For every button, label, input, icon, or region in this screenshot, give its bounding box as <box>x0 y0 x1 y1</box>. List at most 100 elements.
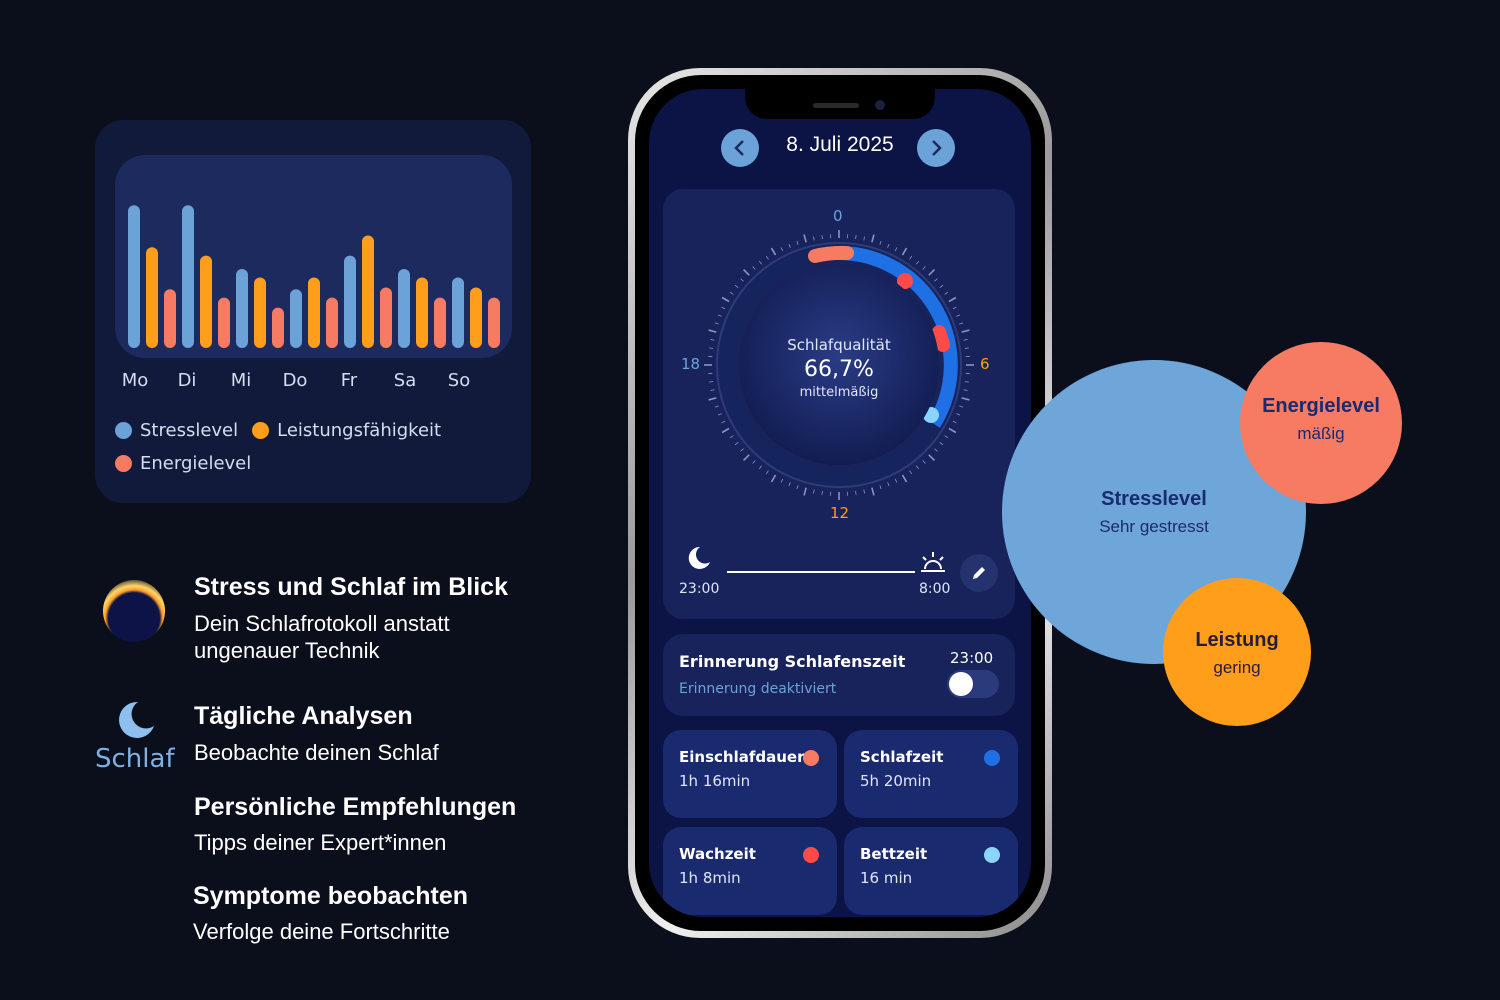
weekly-chart-card: Mo Di Mi Do Fr Sa So Stresslevel Leistungsfähi… <box>95 120 531 503</box>
stat-card-einschlafdauer[interactable]: Einschlafdauer 1h 16min <box>663 730 837 818</box>
dial-tick <box>961 329 970 333</box>
legend-label-performance: Leistungsfähigkeit <box>277 420 442 441</box>
dial-tick <box>758 260 763 265</box>
dial-ticks <box>704 230 974 500</box>
bar-do-energielevel <box>326 297 338 348</box>
dial-tick <box>796 485 799 490</box>
x-tick-label: Mi <box>230 370 252 391</box>
pencil-icon <box>973 567 985 579</box>
dial-tick <box>915 465 920 470</box>
dial-tick <box>922 266 926 270</box>
feature-title-symptoms: Symptome beobachten <box>193 882 469 910</box>
dial-tick <box>710 389 715 391</box>
stat-card-schlafzeit[interactable]: Schlafzeit 5h 20min <box>844 730 1018 818</box>
legend-row-2: Energielevel <box>115 453 251 474</box>
stat-title: Einschlafdauer <box>679 748 805 766</box>
sleep-duration-line <box>727 571 915 573</box>
legend-label-stress: Stresslevel <box>140 420 239 441</box>
feature-subtitle-symptoms: Verfolge deine Fortschritte <box>193 919 450 944</box>
dial-tick <box>934 448 938 452</box>
dial-tick <box>752 460 756 464</box>
bar-do-leistungsfähigkeit <box>308 277 320 348</box>
legend-dot-stress <box>115 422 132 439</box>
reminder-time: 23:00 <box>950 649 994 667</box>
performance-bubble: Leistung gering <box>1163 578 1311 726</box>
stat-dot <box>803 847 819 863</box>
dial-tick <box>887 482 890 487</box>
stat-dot <box>984 847 1000 863</box>
sleep-onset-segment <box>808 245 854 263</box>
dial-tick <box>821 235 823 240</box>
dial-tick <box>928 268 936 276</box>
dial-tick <box>821 490 823 495</box>
dial-tick <box>964 347 969 349</box>
bar-di-stresslevel <box>182 205 194 348</box>
energy-bubble-subtitle: mäßig <box>1297 424 1345 443</box>
edit-sleep-button[interactable] <box>960 554 998 592</box>
dial-tick <box>963 389 968 391</box>
reminder-card: Erinnerung Schlafenszeit Erinnerung deak… <box>663 634 1015 716</box>
bar-fr-stresslevel <box>344 255 356 348</box>
next-day-button[interactable] <box>917 129 955 167</box>
dial-tick <box>765 255 769 260</box>
x-tick-label: Mo <box>121 370 149 391</box>
dial-tick <box>959 322 964 325</box>
bar-mo-stresslevel <box>128 205 140 348</box>
eclipse-icon <box>103 580 165 642</box>
stat-title: Schlafzeit <box>860 748 944 766</box>
bar-so-energielevel <box>488 297 500 348</box>
chart-plot-area <box>115 155 512 358</box>
dial-tick <box>721 296 730 303</box>
dial-center <box>739 265 939 465</box>
dial-tick <box>721 420 726 424</box>
dial-tick <box>928 454 936 462</box>
stat-card-wachzeit[interactable]: Wachzeit 1h 8min <box>663 827 837 915</box>
bar-fr-leistungsfähigkeit <box>362 235 374 348</box>
bar-sa-energielevel <box>434 297 446 348</box>
moon-icon <box>688 546 710 569</box>
dial-tick <box>909 470 913 475</box>
bar-chart <box>128 205 500 348</box>
legend-dot-energy <box>115 455 132 472</box>
bar-sa-stresslevel <box>398 269 410 348</box>
stat-value: 1h 16min <box>679 772 751 790</box>
dial-tick <box>710 339 715 341</box>
dial-tick <box>863 489 865 494</box>
phone-frame: 8. Juli 2025 <box>628 68 1052 938</box>
wake-marker-2 <box>932 325 950 352</box>
dial-tick <box>740 448 744 452</box>
dial-tick <box>901 474 908 483</box>
sleep-dial <box>704 230 974 500</box>
bar-mo-leistungsfähigkeit <box>146 247 158 348</box>
dial-tick <box>879 485 882 490</box>
phone-notch <box>745 89 935 119</box>
stat-value: 16 min <box>860 869 913 887</box>
chevron-left-icon <box>734 140 744 156</box>
reminder-toggle[interactable] <box>947 670 999 698</box>
dial-tick <box>901 247 908 256</box>
dial-tick <box>887 243 890 248</box>
bar-sa-leistungsfähigkeit <box>416 277 428 348</box>
dial-tick <box>939 441 944 446</box>
dial-tick <box>780 247 784 252</box>
dial-tick <box>780 478 784 483</box>
schlaf-logo-text: Schlaf <box>95 744 175 774</box>
dial-tick <box>961 397 970 401</box>
stat-value: 1h 8min <box>679 869 741 887</box>
dial-tick <box>915 260 920 265</box>
sleep-end-time: 8:00 <box>919 581 951 597</box>
bar-so-leistungsfähigkeit <box>470 287 482 348</box>
performance-bubble-title: Leistung <box>1195 629 1279 651</box>
dial-tick <box>788 243 791 248</box>
front-camera <box>875 100 885 110</box>
quality-value: 66,7% <box>804 357 874 382</box>
bar-fr-energielevel <box>380 287 392 348</box>
dial-tick <box>871 234 875 243</box>
previous-day-button[interactable] <box>721 129 759 167</box>
feature-title-stress-sleep: Stress und Schlaf im Blick <box>194 573 508 601</box>
x-tick-label: Sa <box>393 370 417 391</box>
dial-tick <box>952 306 957 310</box>
stat-card-bettzeit[interactable]: Bettzeit 16 min <box>844 827 1018 915</box>
dial-tick <box>758 465 763 470</box>
bar-mi-energielevel <box>272 307 284 348</box>
